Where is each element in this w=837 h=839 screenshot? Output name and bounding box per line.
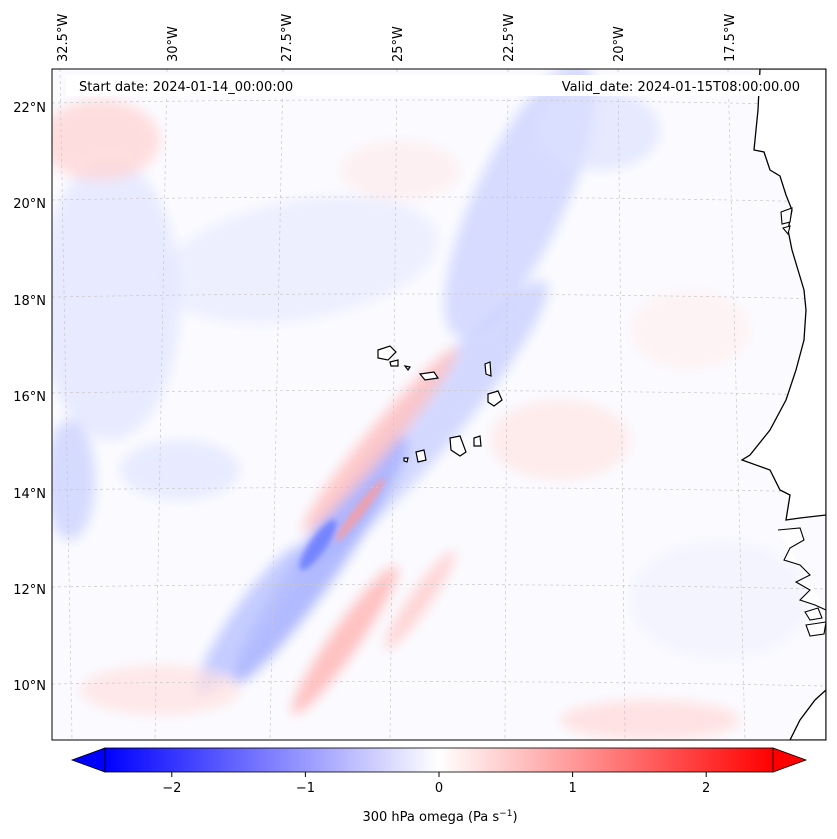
colorbar-label-text: 300 hPa omega (Pa s xyxy=(362,810,499,825)
map-panel xyxy=(52,69,826,740)
lat-label: 22°N xyxy=(13,101,46,116)
colorbar-tick-label: 0 xyxy=(435,781,443,796)
valid-date-label: Valid_date: 2024-01-15T08:00:00.00 xyxy=(562,80,800,95)
lat-label: 20°N xyxy=(13,197,46,212)
lat-label: 14°N xyxy=(13,487,46,502)
colorbar-tick-label: −1 xyxy=(296,781,315,796)
lon-label: 17.5°W xyxy=(723,14,738,62)
lon-label: 30°W xyxy=(166,26,181,62)
longitude-labels: 32.5°W 30°W 27.5°W 25°W 22.5°W 20°W 17.5… xyxy=(56,14,738,62)
lat-label: 12°N xyxy=(13,583,46,598)
lon-label: 27.5°W xyxy=(280,14,295,62)
lon-label: 20°W xyxy=(612,26,627,62)
lat-label: 18°N xyxy=(13,294,46,309)
map-frame xyxy=(51,68,827,741)
colorbar-label-exp: −1 xyxy=(499,809,512,819)
graticule xyxy=(52,69,826,740)
colorbar: −2 −1 0 1 2 300 hPa omega (Pa s−1) xyxy=(70,747,808,825)
latitude-labels: 22°N 20°N 18°N 16°N 14°N 12°N 10°N xyxy=(13,101,46,694)
lon-label: 32.5°W xyxy=(56,14,71,62)
colorbar-tick-label: −2 xyxy=(162,781,181,796)
africa-coastline xyxy=(740,69,826,740)
africa-detail-islands xyxy=(777,207,826,637)
colorbar-extend-min xyxy=(70,747,106,773)
lat-label: 10°N xyxy=(13,679,46,694)
colorbar-extend-max xyxy=(772,747,808,773)
colorbar-gradient xyxy=(104,747,774,773)
start-date-label: Start date: 2024-01-14_00:00:00 xyxy=(79,80,293,95)
colorbar-label: 300 hPa omega (Pa s−1) xyxy=(362,809,517,825)
colorbar-ticks: −2 −1 0 1 2 xyxy=(162,772,710,796)
lon-label: 25°W xyxy=(391,26,406,62)
header-band xyxy=(66,75,808,96)
cape-verde-islands xyxy=(377,345,503,463)
lon-label: 22.5°W xyxy=(502,14,517,62)
colorbar-tick-label: 2 xyxy=(702,781,710,796)
lat-label: 16°N xyxy=(13,390,46,405)
colorbar-tick-label: 1 xyxy=(568,781,576,796)
colorbar-label-close: ) xyxy=(512,810,517,825)
